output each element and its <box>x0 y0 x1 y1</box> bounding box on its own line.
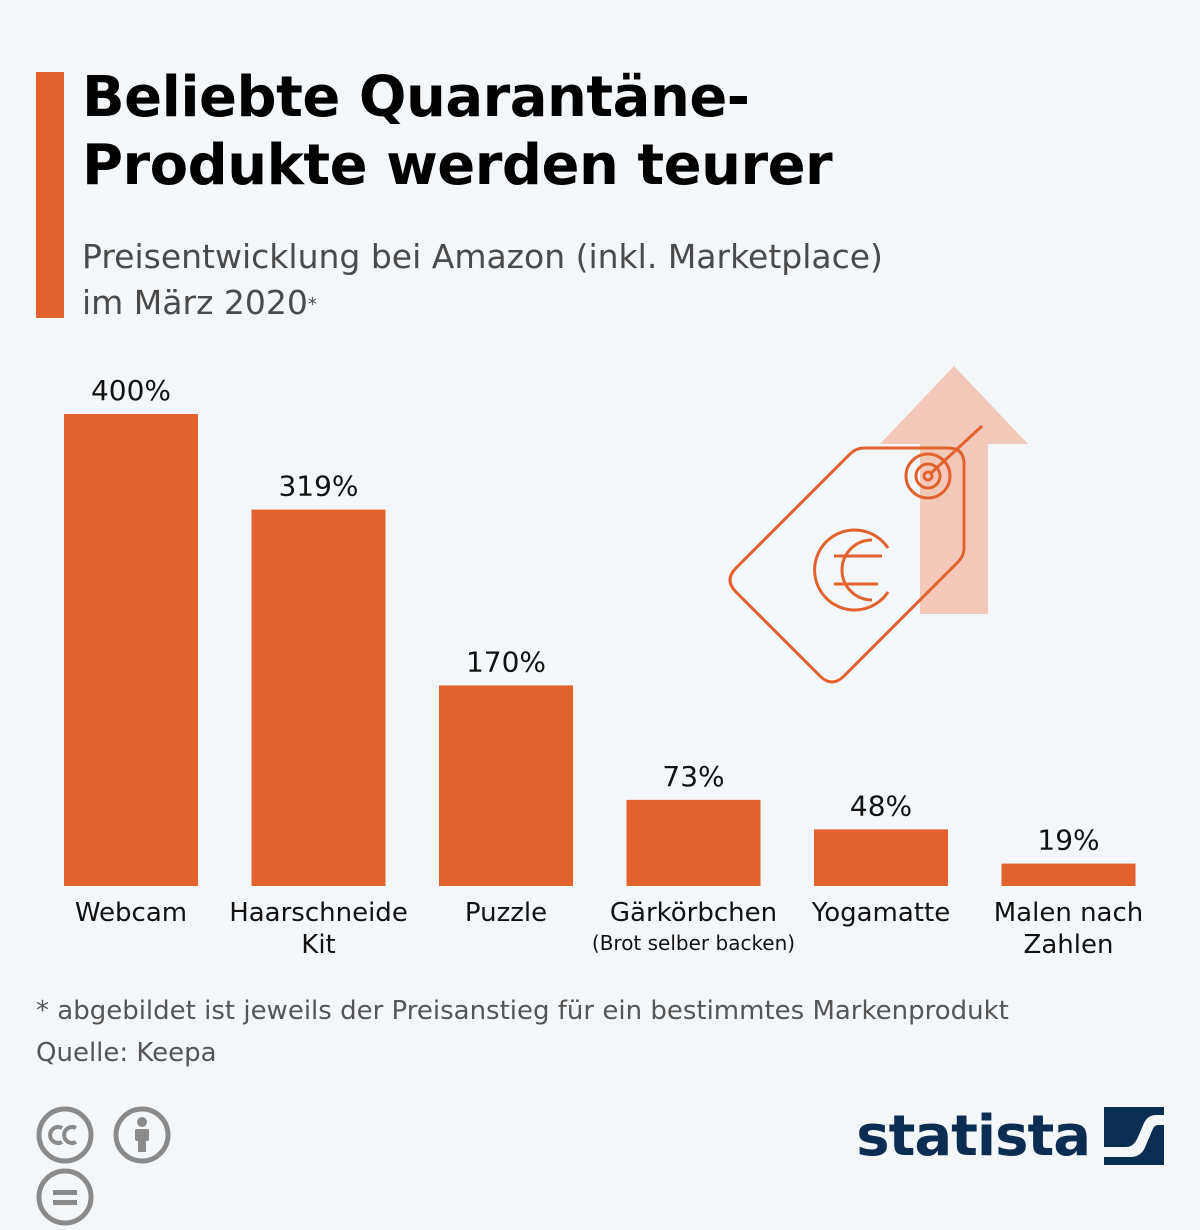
bars-group <box>64 414 1136 886</box>
subtitle-line-2: im März 2020 <box>82 283 308 322</box>
bar-3 <box>439 685 573 886</box>
value-label-3: 170% <box>466 645 546 678</box>
value-label-4: 73% <box>662 760 724 793</box>
nd-icon[interactable] <box>36 1168 94 1230</box>
footnote: * abgebildet ist jeweils der Preisanstie… <box>36 996 1009 1026</box>
category-sublabel-4: (Brot selber backen) <box>592 931 795 955</box>
bar-5 <box>814 829 948 886</box>
by-icon[interactable] <box>113 1106 171 1168</box>
cc-icon[interactable] <box>36 1106 94 1168</box>
bar-2 <box>251 509 386 886</box>
bar-6 <box>1001 863 1136 886</box>
euro-icon <box>813 528 890 612</box>
chart-title: Beliebte Quarantäne- Produkte werden teu… <box>82 64 1162 200</box>
license-icons <box>36 1106 246 1226</box>
category-label-2-line-1: Haarschneide <box>229 898 408 928</box>
value-label-1: 400% <box>91 374 171 407</box>
subtitle-line-2-wrap: im März 2020* <box>82 280 1162 326</box>
value-label-6: 19% <box>1037 824 1099 857</box>
statista-logo[interactable]: statista <box>856 1096 1164 1176</box>
category-label-5: Yogamatte <box>811 898 950 928</box>
chart-subtitle: Preisentwicklung bei Amazon (inkl. Marke… <box>82 234 1162 326</box>
up-arrow-icon <box>880 366 1028 614</box>
category-label-6-line-1: Malen nach <box>994 898 1144 928</box>
source: Quelle: Keepa <box>36 1038 217 1068</box>
value-labels-group: 400% 319% 170% 73% 48% 19% <box>91 374 1100 857</box>
title-line-2: Produkte werden teurer <box>82 133 833 198</box>
price-tag-icon <box>728 424 984 684</box>
category-label-6-line-2: Zahlen <box>1024 930 1114 960</box>
category-label-2-line-2: Kit <box>301 930 335 960</box>
value-label-5: 48% <box>850 789 912 822</box>
bar-chart: 400% 319% 170% 73% 48% 19% Webcam Haarschneide… <box>64 366 1143 960</box>
category-label-4: Gärkörbchen <box>610 898 777 928</box>
footnote-block: * abgebildet ist jeweils der Preisanstie… <box>36 990 1166 1074</box>
subtitle-line-1: Preisentwicklung bei Amazon (inkl. Marke… <box>82 237 883 276</box>
bar-4 <box>626 799 761 886</box>
title-accent-bar <box>36 72 64 318</box>
statista-logo-icon <box>1104 1107 1164 1165</box>
bar-1 <box>64 414 198 886</box>
logo-text: statista <box>856 1103 1091 1169</box>
price-increase-illustration <box>728 366 1028 684</box>
title-line-1: Beliebte Quarantäne- <box>82 65 750 130</box>
subtitle-footnote-mark: * <box>307 294 317 315</box>
value-label-2: 319% <box>278 470 358 503</box>
category-label-3: Puzzle <box>465 898 547 928</box>
category-label-1: Webcam <box>75 898 187 928</box>
